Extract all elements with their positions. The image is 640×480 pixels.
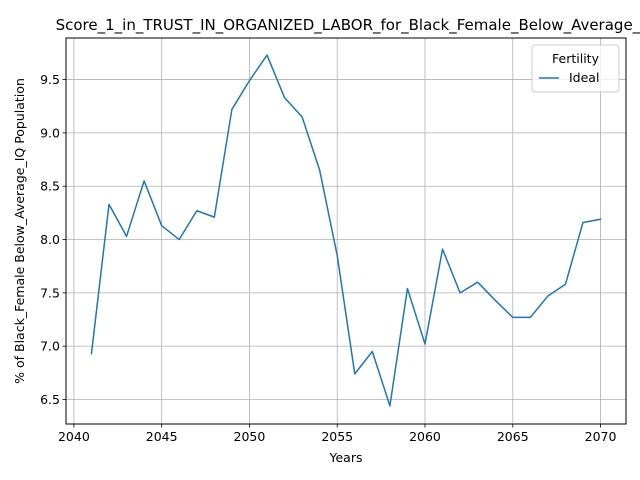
grid-lines <box>66 38 626 424</box>
y-tick-label: 7.5 <box>40 285 60 300</box>
y-axis-ticks: 6.5 7.0 7.5 8.0 8.5 9.0 9.5 <box>40 72 66 407</box>
x-tick-label: 2050 <box>234 429 266 444</box>
y-tick-label: 7.0 <box>40 339 60 354</box>
chart-title: Score_1_in_TRUST_IN_ORGANIZED_LABOR_for_… <box>56 16 640 35</box>
legend-label-ideal: Ideal <box>569 70 599 85</box>
x-tick-label: 2055 <box>321 429 353 444</box>
y-tick-label: 9.0 <box>40 125 60 140</box>
series-line-ideal <box>90 54 602 407</box>
legend-box <box>531 44 620 93</box>
series-layer <box>90 54 602 407</box>
legend: Fertility Ideal <box>531 44 620 93</box>
x-tick-label: 2045 <box>146 429 178 444</box>
y-tick-label: 6.5 <box>40 392 60 407</box>
x-axis-label: Years <box>329 450 363 465</box>
x-axis-ticks: 2040 2045 2050 2055 2060 2065 2070 <box>58 424 617 444</box>
y-tick-label: 8.5 <box>40 179 60 194</box>
y-axis-label: % of Black_Female Below_Average_IQ Popul… <box>12 78 27 384</box>
x-tick-label: 2040 <box>58 429 90 444</box>
x-tick-label: 2070 <box>585 429 617 444</box>
x-tick-label: 2065 <box>497 429 529 444</box>
axes-frame <box>65 37 627 425</box>
legend-title: Fertility <box>552 51 600 66</box>
x-tick-label: 2060 <box>409 429 441 444</box>
y-tick-label: 9.5 <box>40 72 60 87</box>
y-tick-label: 8.0 <box>40 232 60 247</box>
